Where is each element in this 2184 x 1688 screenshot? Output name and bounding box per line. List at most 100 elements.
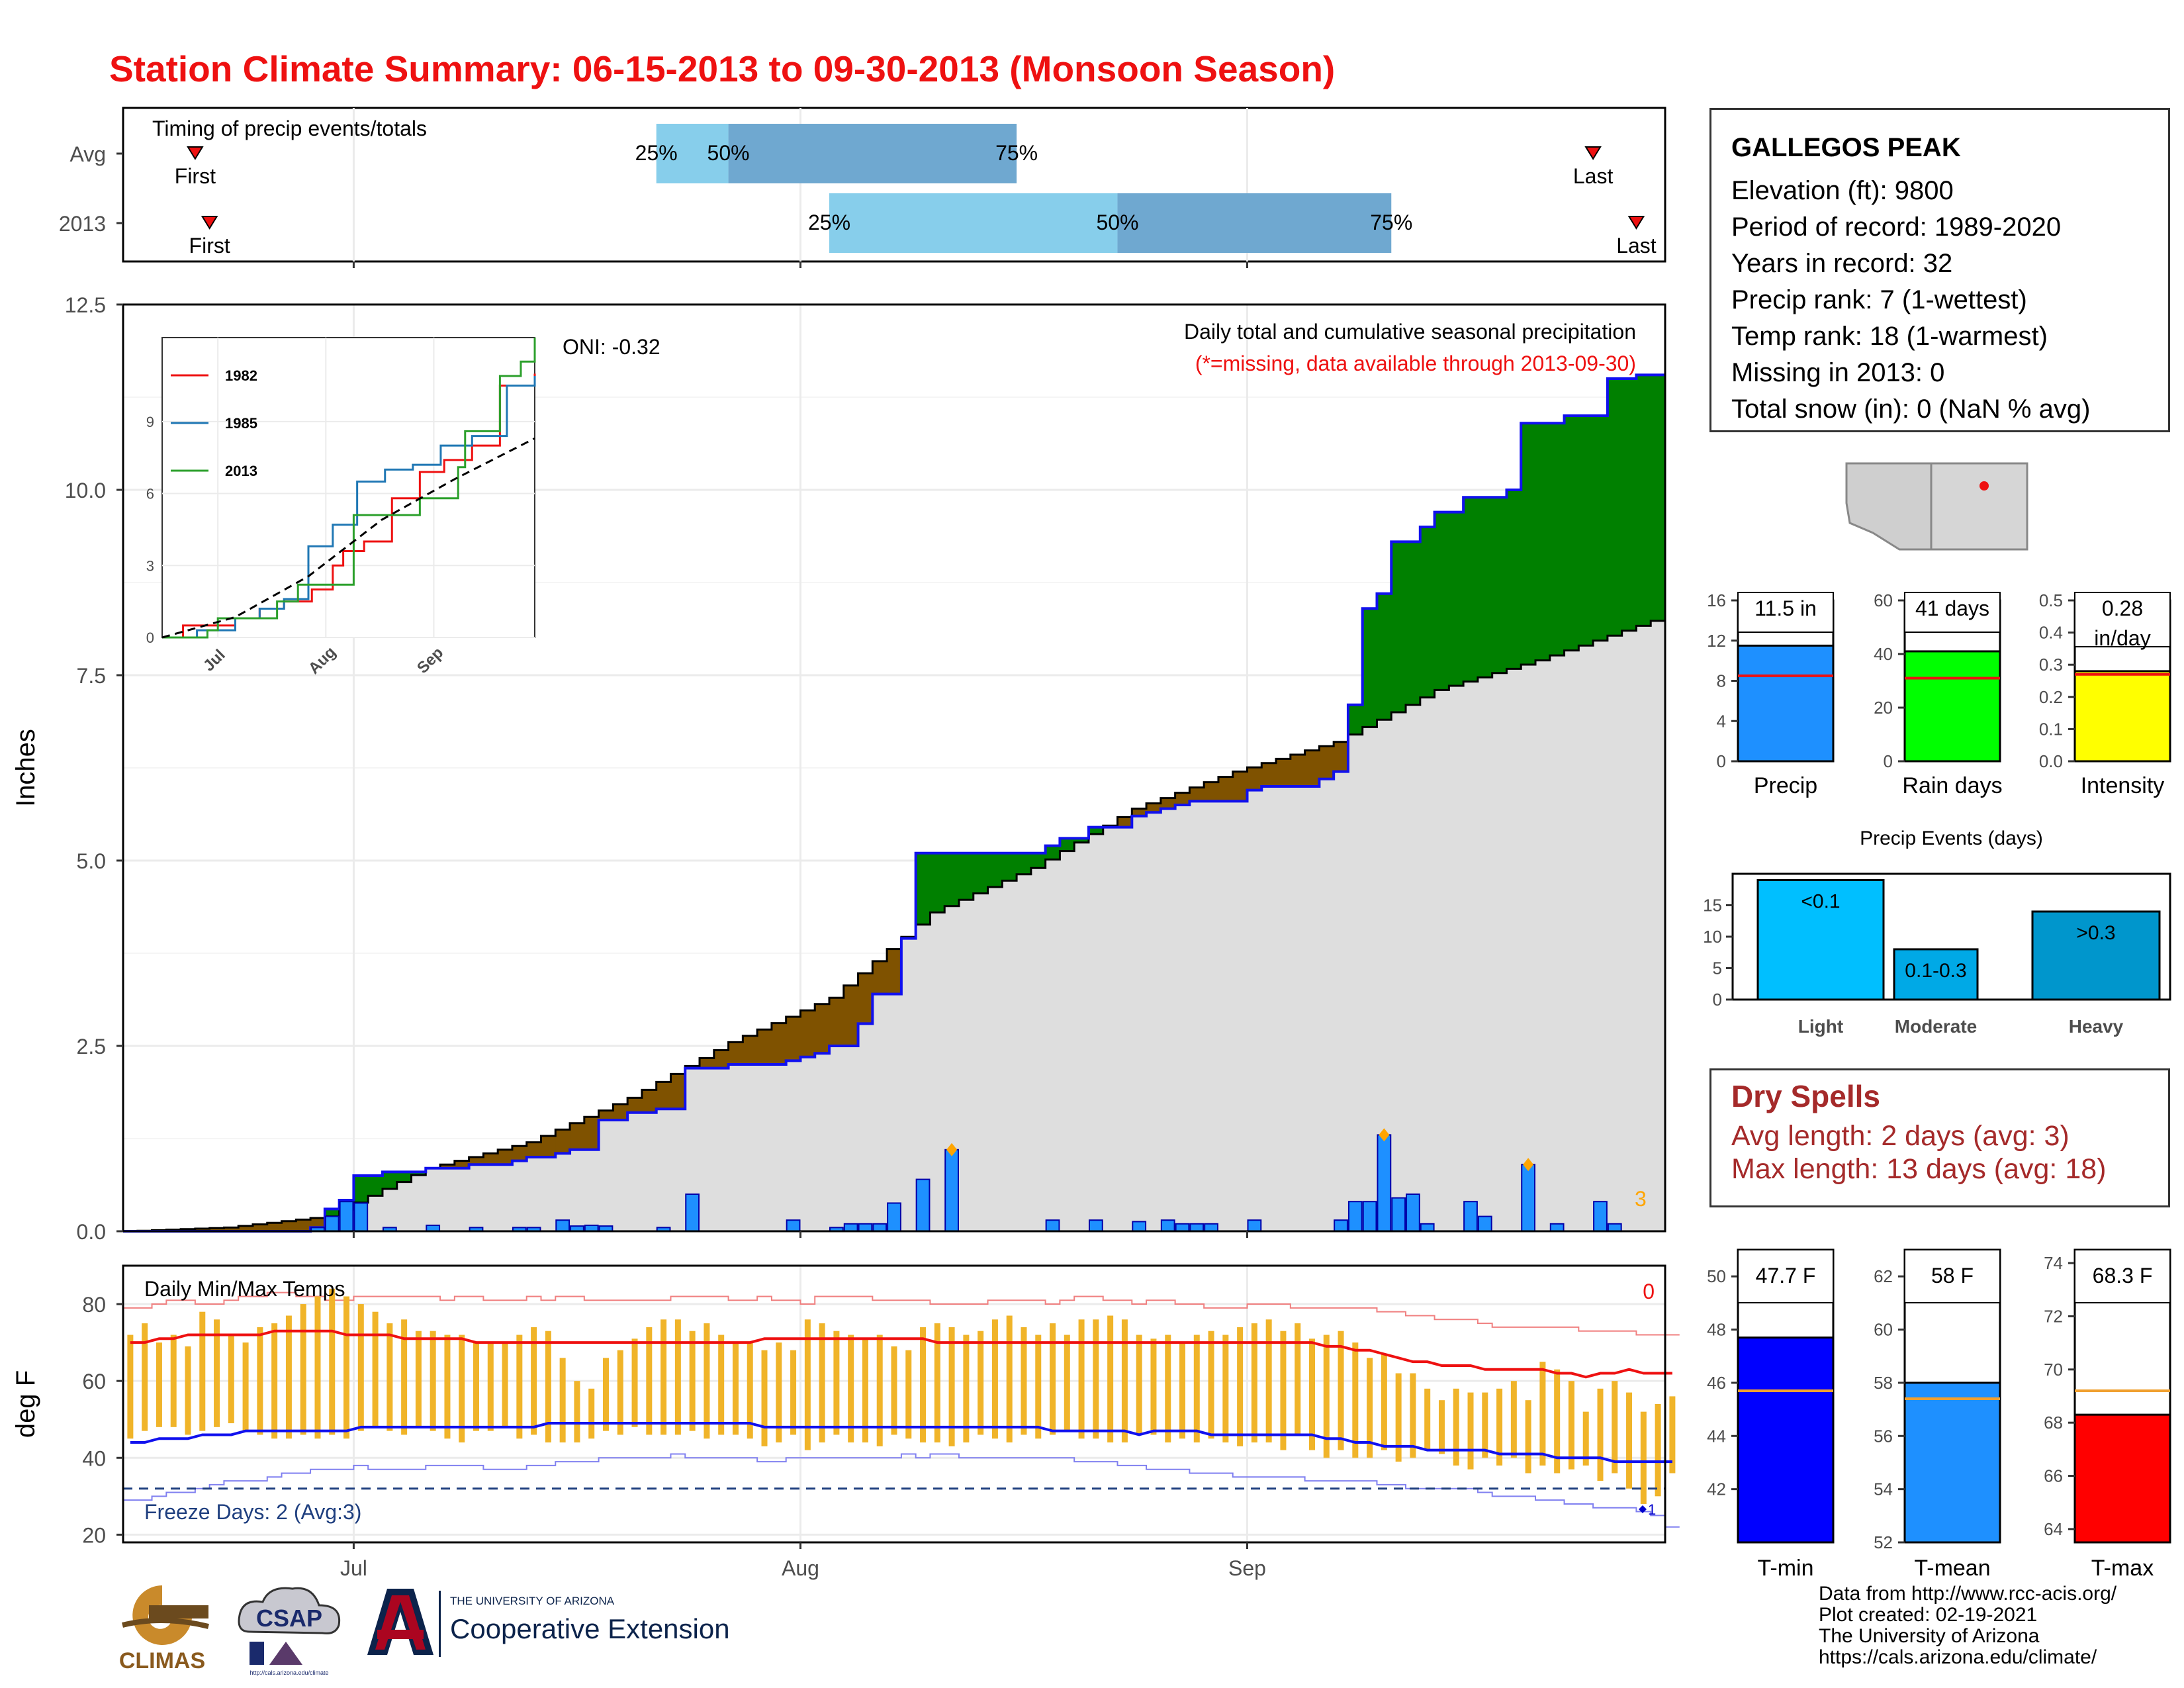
climas-logo-text: CLIMAS	[119, 1648, 205, 1673]
totals-precip-label: Precip	[1754, 773, 1817, 798]
precip-daily-bar	[858, 1223, 873, 1233]
temp-daily-range-bar	[1510, 1381, 1517, 1458]
station-period: Period of record: 1989-2020	[1731, 212, 2062, 242]
temp-daily-range-bar	[1050, 1323, 1056, 1435]
temp-daily-range-bar	[934, 1323, 940, 1443]
totals-value-box	[1737, 592, 1834, 633]
events-title: Precip Events (days)	[1860, 827, 2043, 849]
timing-label-25: 25%	[808, 211, 850, 234]
precip-above-avg-fill	[987, 853, 1003, 887]
temp-daily-range-bar	[516, 1335, 523, 1439]
temp-daily-range-bar	[948, 1327, 955, 1446]
precip-above-avg-fill	[930, 853, 945, 913]
inset-y-tick-label: 3	[146, 557, 154, 574]
precip-below-avg-fill	[670, 1074, 686, 1109]
ua-logo	[367, 1589, 433, 1655]
totals-value-text: 11.5 in	[1754, 596, 1817, 620]
station-name: GALLEGOS PEAK	[1731, 133, 1961, 162]
locator-map	[1845, 462, 2028, 551]
precip-above-avg-fill	[944, 853, 960, 906]
locator-map-station-dot	[1979, 481, 1989, 491]
events-tick-label: 5	[1713, 959, 1722, 978]
precip-daily-bar	[1334, 1219, 1348, 1232]
temp-daily-range-bar	[905, 1350, 912, 1439]
precip-above-avg-fill	[1492, 497, 1507, 673]
timing-bar-q50-q75	[1117, 193, 1392, 253]
precip-below-avg-fill	[1189, 787, 1205, 802]
temp-daily-range-bar	[502, 1342, 508, 1427]
temp-daily-range-bar	[674, 1319, 681, 1435]
totals-precip-tick-label: 16	[1707, 590, 1726, 610]
inset-frame	[161, 337, 535, 638]
temp-daily-range-bar	[1655, 1404, 1661, 1497]
temp-daily-range-bar	[271, 1323, 278, 1439]
temp-daily-range-bar	[156, 1342, 162, 1427]
events-bar-heavy	[2031, 910, 2161, 1001]
precip-below-avg-fill	[656, 1082, 671, 1109]
temp-daily-range-bar	[127, 1335, 134, 1439]
precip-below-avg-fill	[1334, 741, 1349, 772]
precip-above-avg-fill	[353, 1176, 369, 1203]
precip-below-avg-fill	[843, 985, 859, 1046]
precip-daily-bar	[1477, 1215, 1492, 1232]
temp-totals-max-tick-label: 66	[2044, 1466, 2063, 1486]
timing-label-50: 50%	[707, 141, 750, 165]
climas-logo: CLIMAS	[119, 1585, 209, 1673]
csap-logo-url: http://cals.arizona.edu/climate	[250, 1669, 328, 1676]
temp-totals-mean-tick-label: 58	[1874, 1373, 1893, 1393]
precip-daily-bar	[1420, 1223, 1435, 1233]
precip-below-avg-fill	[627, 1098, 643, 1113]
temp-totals-value-text: 68.3 F	[2093, 1264, 2153, 1288]
timing-label-75: 75%	[1370, 211, 1412, 234]
timing-marker-last	[1627, 216, 1645, 230]
precip-below-avg-fill	[598, 1110, 614, 1120]
totals-value-box	[2074, 592, 2171, 647]
precip-below-avg-fill	[1160, 798, 1176, 809]
precip-observed-line	[123, 373, 1665, 1233]
totals-precip-tick-label: 4	[1717, 711, 1726, 731]
precip-below-avg-fill	[800, 1010, 815, 1057]
precip-daily-bar	[1549, 1223, 1565, 1233]
precip-y-axis-label: Inches	[11, 729, 40, 807]
totals-intensity-tick-label: 0.1	[2039, 719, 2063, 739]
precip-above-avg-fill	[1564, 416, 1579, 651]
precip-below-avg-fill	[1146, 803, 1161, 813]
temp-y-tick-label: 80	[82, 1293, 106, 1317]
temp-daily-range-bar	[142, 1323, 148, 1431]
temp-freeze-marker	[1639, 1505, 1647, 1513]
precip-below-avg-fill	[555, 1129, 570, 1154]
temp-daily-range-bar	[242, 1342, 249, 1431]
precip-daily-bar	[1607, 1223, 1622, 1233]
inset-legend-label: 1982	[225, 367, 257, 384]
precip-below-avg-fill	[1204, 782, 1219, 802]
temp-y-tick-label: 20	[82, 1523, 106, 1547]
precip-above-avg-fill	[1535, 423, 1551, 661]
temp-daily-range-bar	[357, 1304, 364, 1431]
temp-daily-range-bar	[1308, 1338, 1315, 1450]
precip-below-avg-fill	[641, 1090, 657, 1113]
temp-daily-range-bar	[1150, 1338, 1157, 1435]
credit-website: https://cals.arizona.edu/climate/	[1819, 1646, 2097, 1668]
temp-daily-range-bar	[1078, 1319, 1085, 1439]
temp-daily-range-bar	[790, 1350, 797, 1435]
temp-daily-range-bar	[430, 1331, 436, 1431]
temp-daily-range-bar	[991, 1319, 998, 1439]
inset-line-average	[161, 437, 535, 639]
temp-daily-range-bar	[185, 1346, 191, 1435]
temp-daily-range-bar	[862, 1338, 868, 1443]
temp-daily-range-bar	[1237, 1327, 1244, 1446]
temp-x-tick-label: Aug	[782, 1556, 819, 1580]
temp-daily-range-bar	[1222, 1335, 1229, 1443]
ua-logo-divider	[439, 1591, 441, 1657]
temp-daily-range-bar	[1006, 1315, 1013, 1443]
precip-above-avg-fill	[1377, 593, 1392, 720]
temp-totals-mean-tick-label: 54	[1874, 1479, 1893, 1499]
precip-daily-bar	[887, 1202, 901, 1232]
temp-totals-min-label: T-min	[1758, 1556, 1814, 1581]
precip-above-avg-fill	[1549, 423, 1565, 656]
temp-daily-range-bar	[545, 1331, 551, 1443]
totals-precip-tick-label: 0	[1717, 751, 1726, 771]
logo-strip: CLIMAS CSAP http://cals.arizona.edu/clim…	[109, 1579, 745, 1678]
precip-above-avg-fill	[915, 853, 931, 925]
